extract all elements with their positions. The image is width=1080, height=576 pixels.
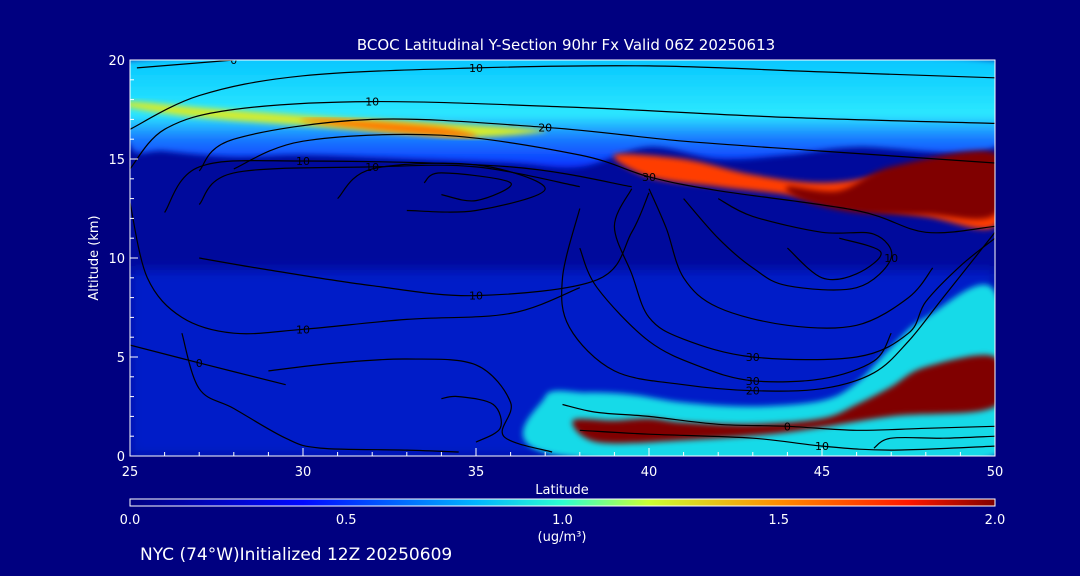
contour-label: 10 — [815, 440, 829, 453]
contour-label: 10 — [296, 323, 310, 336]
contour-label: 10 — [365, 161, 379, 174]
shaded-region-upper-jet-max — [786, 150, 995, 220]
shaded-region-upper-band-16km — [299, 118, 478, 138]
colorbar-label: (ug/m³) — [538, 530, 587, 545]
contour-label: 10 — [365, 96, 379, 109]
y-tick-label: 0 — [117, 450, 125, 465]
x-tick-label: 40 — [641, 465, 658, 480]
contour-label: 0 — [784, 420, 791, 433]
contour-line — [441, 395, 502, 443]
x-tick-label: 35 — [468, 465, 485, 480]
contour-line — [613, 188, 995, 361]
colorbar-ticks: 0.0 0.5 1.0 1.5 2.0 — [120, 513, 1006, 528]
contour-line — [337, 162, 546, 213]
y-axis-label: Altitude (km) — [87, 215, 102, 300]
contour-label: 30 — [746, 351, 760, 364]
colorbar-tick-label: 1.0 — [552, 513, 573, 528]
contour-label: 10 — [469, 290, 483, 303]
contour-line — [164, 160, 632, 213]
contour-line — [873, 435, 995, 449]
contour-line — [683, 198, 893, 291]
contour-line — [579, 247, 892, 383]
contour-line — [561, 208, 995, 392]
y-tick-label: 15 — [108, 153, 125, 168]
contour-line — [562, 403, 995, 431]
axes: 25 30 35 40 45 50 0 5 10 15 20 — [108, 54, 1003, 480]
contour-line — [130, 344, 286, 386]
y-tick-label: 5 — [117, 351, 125, 366]
contour-line — [787, 237, 882, 281]
contour-label: 20 — [538, 121, 552, 134]
x-axis-label: Latitude — [535, 483, 589, 498]
contour-line — [648, 188, 934, 329]
shaded-region-upper-layer — [130, 60, 995, 168]
y-tick-label: 10 — [108, 252, 125, 267]
contour-line — [136, 60, 234, 69]
contour-line — [181, 333, 459, 453]
contour-label: 30 — [746, 375, 760, 388]
contour-line — [130, 202, 581, 335]
colorbar-tick-label: 1.5 — [768, 513, 789, 528]
contour-line — [130, 100, 995, 170]
contour-label: 20 — [746, 385, 760, 398]
colorbar-tick-label: 0.0 — [120, 513, 141, 528]
contour-line — [268, 358, 553, 453]
chart-title: BCOC Latitudinal Y-Section 90hr Fx Valid… — [357, 36, 775, 54]
contour-line — [423, 172, 512, 202]
contour-line — [579, 429, 995, 451]
contour-line — [130, 65, 995, 130]
x-tick-label: 45 — [814, 465, 831, 480]
colorbar — [129, 498, 996, 507]
contour-line — [199, 192, 650, 297]
x-tick-label: 25 — [122, 465, 139, 480]
contour-label: 0 — [196, 357, 203, 370]
footer-text: NYC (74°W)Initialized 12Z 20250609 — [140, 545, 452, 565]
contour-label: 30 — [642, 171, 656, 184]
contour-label: 10 — [469, 62, 483, 75]
contour-label: 10 — [884, 252, 898, 265]
x-tick-label: 50 — [987, 465, 1004, 480]
y-tick-label: 20 — [108, 54, 125, 69]
contour-line — [233, 133, 995, 234]
contour-label: 10 — [296, 155, 310, 168]
contour-label: 0 — [230, 54, 237, 67]
colorbar-tick-label: 2.0 — [985, 513, 1006, 528]
x-tick-label: 30 — [295, 465, 312, 480]
colorbar-tick-label: 0.5 — [336, 513, 357, 528]
contour-line — [198, 118, 995, 172]
